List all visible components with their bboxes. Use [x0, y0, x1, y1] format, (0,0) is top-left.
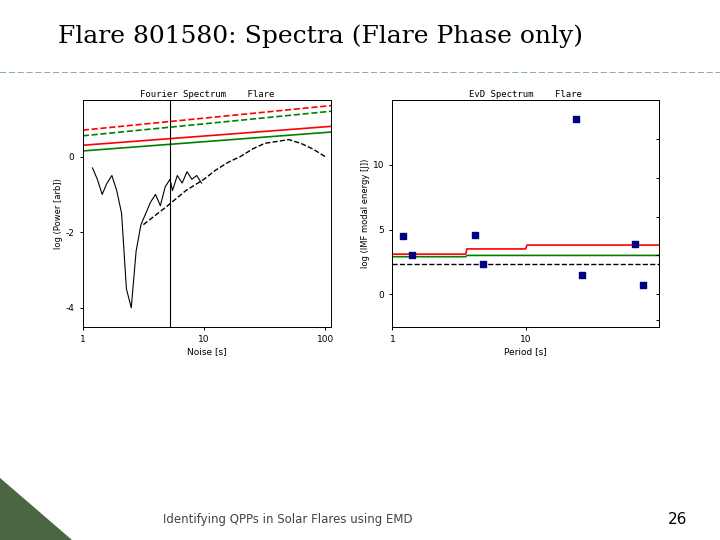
Point	[469, 231, 481, 239]
Point	[407, 251, 418, 260]
Text: Identifying QPPs in Solar Flares using EMD: Identifying QPPs in Solar Flares using E…	[163, 514, 413, 526]
Point	[576, 271, 588, 279]
Point	[570, 115, 582, 124]
Point	[629, 239, 641, 248]
X-axis label: Noise [s]: Noise [s]	[187, 347, 227, 356]
Point	[477, 260, 489, 269]
Y-axis label: log (IMF modal energy [J]): log (IMF modal energy [J])	[361, 159, 370, 268]
Text: 26: 26	[668, 511, 688, 526]
X-axis label: Period [s]: Period [s]	[504, 347, 547, 356]
Y-axis label: log (Power [arb]): log (Power [arb])	[54, 178, 63, 249]
Title: EvD Spectrum    Flare: EvD Spectrum Flare	[469, 90, 582, 99]
Title: Fourier Spectrum    Flare: Fourier Spectrum Flare	[140, 90, 274, 99]
Point	[397, 232, 409, 240]
Text: Flare 801580: Spectra (Flare Phase only): Flare 801580: Spectra (Flare Phase only)	[58, 24, 582, 48]
Point	[637, 281, 649, 289]
